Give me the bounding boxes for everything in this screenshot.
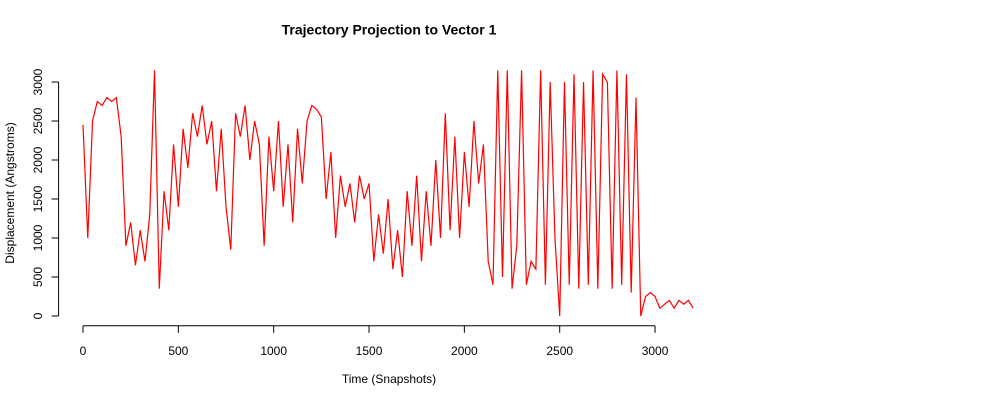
y-axis-label: Displacement (Angstroms) [3, 122, 17, 263]
chart-title: Trajectory Projection to Vector 1 [282, 22, 497, 38]
y-tick-label: 1500 [31, 185, 45, 212]
x-tick-label: 2500 [546, 344, 573, 358]
x-tick-label: 3000 [642, 344, 669, 358]
y-tick-label: 3000 [31, 68, 45, 95]
y-tick-label: 1000 [31, 224, 45, 251]
x-tick-label: 1500 [356, 344, 383, 358]
y-tick-label: 500 [31, 267, 45, 287]
x-tick-label: 0 [80, 344, 87, 358]
x-tick-label: 1000 [260, 344, 287, 358]
y-tick-label: 0 [31, 312, 45, 319]
y-tick-label: 2500 [31, 107, 45, 134]
x-axis-label: Time (Snapshots) [342, 372, 436, 386]
y-tick-label: 2000 [31, 146, 45, 173]
x-tick-label: 2000 [451, 344, 478, 358]
x-tick-label: 500 [168, 344, 188, 358]
data-line [82, 70, 694, 317]
